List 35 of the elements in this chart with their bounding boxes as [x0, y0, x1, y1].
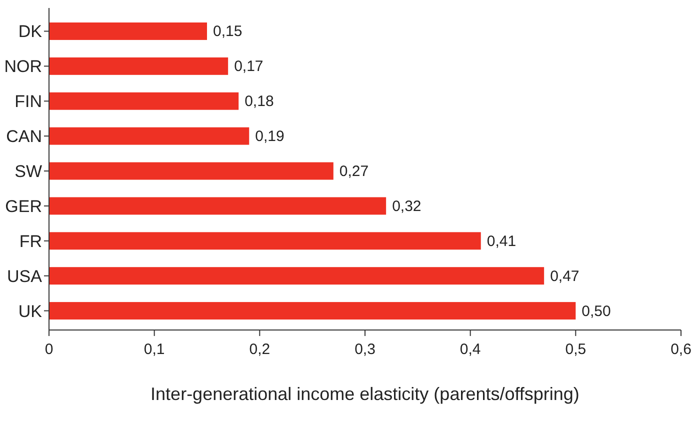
x-axis-title: Inter-generational income elasticity (parents/offspring) — [150, 384, 580, 404]
bar — [49, 57, 228, 75]
y-tick-label: USA — [7, 266, 43, 286]
data-label: 0,19 — [255, 128, 284, 146]
data-label: 0,17 — [234, 58, 264, 76]
bar — [49, 92, 239, 110]
y-tick-label: FIN — [14, 92, 42, 112]
bar — [49, 162, 334, 180]
y-tick-label: UK — [18, 302, 43, 321]
x-tick-label: 0,6 — [670, 341, 692, 358]
data-label: 0,27 — [339, 163, 369, 180]
x-tick-label: 0,4 — [460, 341, 481, 358]
x-tick-label: 0,3 — [354, 341, 376, 358]
bar — [49, 127, 250, 145]
y-tick-label: NOR — [4, 57, 42, 76]
data-label: 0,50 — [582, 302, 611, 320]
data-label: 0,32 — [392, 198, 422, 215]
y-tick-label: SW — [14, 162, 42, 181]
x-tick-label: 0,5 — [565, 341, 586, 358]
data-label: 0,47 — [550, 268, 580, 285]
y-tick-label: CAN — [6, 127, 42, 146]
y-tick-label: GER — [5, 196, 42, 216]
bar — [49, 197, 386, 215]
bar — [49, 302, 576, 320]
bar — [49, 22, 207, 40]
x-tick-label: 0,1 — [144, 341, 165, 358]
x-tick-label: 0,2 — [249, 341, 270, 358]
data-label: 0,15 — [213, 23, 242, 40]
y-tick-label: DK — [18, 22, 43, 42]
y-tick-label: FR — [19, 232, 42, 251]
data-label: 0,41 — [486, 232, 516, 250]
bar — [49, 232, 481, 250]
bar — [49, 267, 544, 285]
data-label: 0,18 — [244, 93, 274, 110]
x-tick-label: 0 — [44, 341, 54, 358]
